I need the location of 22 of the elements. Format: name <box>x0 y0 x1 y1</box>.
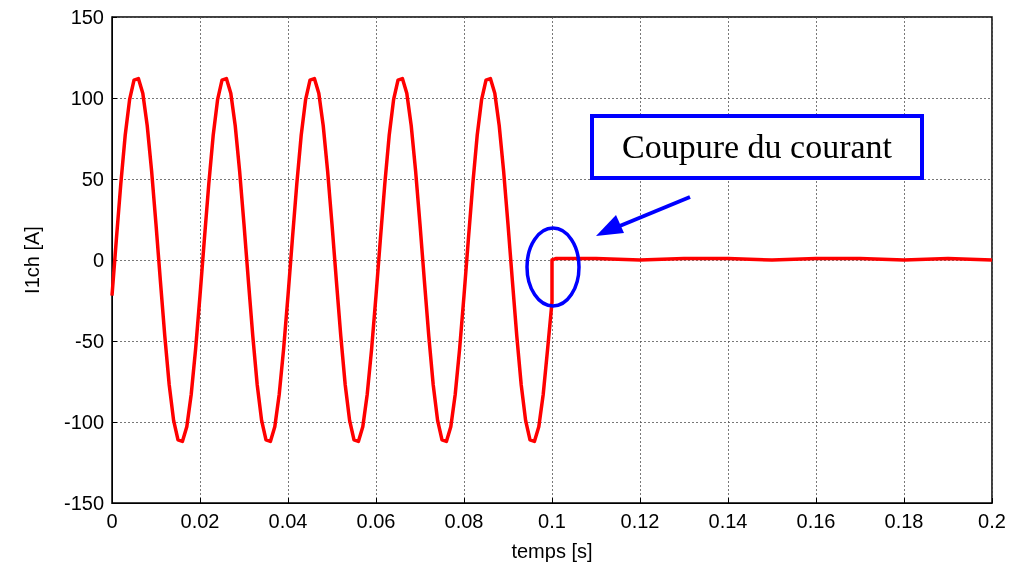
x-tick-label: 0.06 <box>356 510 396 532</box>
x-tick-label: 0.12 <box>620 510 660 532</box>
x-tick-label: 0.02 <box>180 510 220 532</box>
y-tick-label: 0 <box>92 249 104 271</box>
annotation: Coupure du courant <box>590 114 925 180</box>
y-tick-label: -50 <box>75 330 104 352</box>
x-tick-label: 0.08 <box>444 510 484 532</box>
x-tick-label: 0.18 <box>884 510 924 532</box>
x-axis-title: temps [s] <box>511 540 593 562</box>
y-axis-title: I1ch [A] <box>21 226 43 294</box>
y-tick-label: -150 <box>63 492 104 514</box>
x-tick-label: 0.1 <box>538 510 566 532</box>
x-tick-label: 0.16 <box>796 510 836 532</box>
y-tick-label: 50 <box>81 168 104 190</box>
y-tick-label: 150 <box>70 6 104 28</box>
y-tick-label: -100 <box>63 411 104 433</box>
y-tick-label: 100 <box>70 87 104 109</box>
x-tick-label: 0.04 <box>268 510 308 532</box>
x-tick-label: 0 <box>106 510 118 532</box>
line-series <box>110 76 994 444</box>
x-tick-label: 0.14 <box>708 510 748 532</box>
x-tick-label: 0.2 <box>978 510 1006 532</box>
